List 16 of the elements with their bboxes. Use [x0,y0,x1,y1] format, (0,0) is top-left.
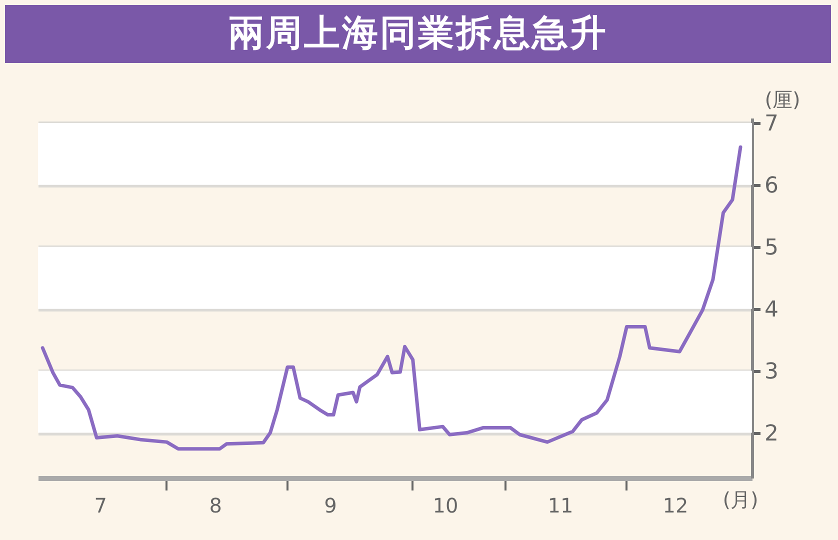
y-tick-label: 5 [764,235,778,260]
y-tick-label: 4 [764,297,778,322]
x-tick-label: 12 [662,494,688,518]
y-axis-title: (厘) [764,88,800,112]
y-tick-label: 2 [764,421,778,446]
y-tick-label: 7 [764,111,778,136]
x-tick-label: 7 [94,494,107,518]
x-tick-label: 10 [432,494,458,518]
x-tick-label: 8 [209,494,222,518]
x-tick-label: 9 [324,494,337,518]
y-tick-label: 6 [764,173,778,198]
x-axis-title: (月) [722,488,758,512]
line-series [40,145,742,451]
chart-title: 兩周上海同業拆息急升 [5,5,831,63]
y-tick-label: 3 [764,359,778,384]
x-tick-label: 11 [548,494,574,518]
